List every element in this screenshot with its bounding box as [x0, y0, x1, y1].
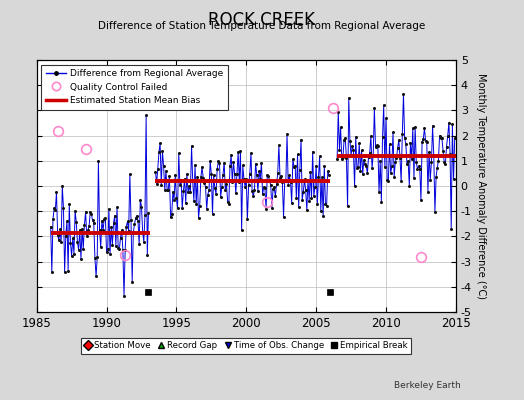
Legend: Station Move, Record Gap, Time of Obs. Change, Empirical Break: Station Move, Record Gap, Time of Obs. C…	[81, 338, 411, 354]
Y-axis label: Monthly Temperature Anomaly Difference (°C): Monthly Temperature Anomaly Difference (…	[476, 73, 486, 299]
Text: Difference of Station Temperature Data from Regional Average: Difference of Station Temperature Data f…	[99, 21, 425, 31]
Legend: Difference from Regional Average, Quality Control Failed, Estimated Station Mean: Difference from Regional Average, Qualit…	[41, 64, 228, 110]
Text: ROCK CREEK: ROCK CREEK	[209, 11, 315, 29]
Text: Berkeley Earth: Berkeley Earth	[395, 381, 461, 390]
